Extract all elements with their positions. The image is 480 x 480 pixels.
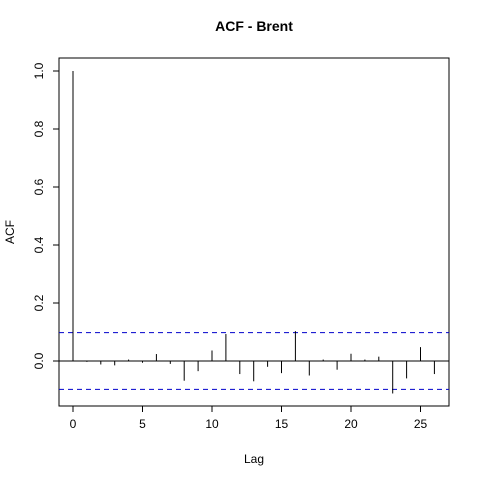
x-tick-label: 20	[344, 417, 358, 431]
y-axis-label: ACF	[3, 220, 17, 244]
x-tick-label: 0	[70, 417, 77, 431]
acf-bars-layer	[72, 71, 435, 394]
x-tick-label: 10	[205, 417, 219, 431]
y-axis: 0.0 0.2 0.4 0.6 0.8 1.0	[32, 62, 59, 369]
confidence-bounds-layer	[59, 332, 449, 390]
y-tick-label: 0.2	[32, 294, 46, 311]
x-axis: 0 5 10 15 20 25	[70, 406, 428, 431]
x-tick-label: 25	[414, 417, 428, 431]
y-tick-label: 0.8	[32, 120, 46, 137]
plot-frame	[58, 57, 450, 407]
chart-title: ACF - Brent	[215, 18, 293, 34]
y-tick-label: 1.0	[32, 62, 46, 79]
y-tick-label: 0.4	[32, 236, 46, 253]
y-tick-label: 0.0	[32, 352, 46, 369]
y-tick-label: 0.6	[32, 178, 46, 195]
x-tick-label: 15	[275, 417, 289, 431]
x-tick-label: 5	[139, 417, 146, 431]
x-axis-label: Lag	[244, 452, 264, 466]
